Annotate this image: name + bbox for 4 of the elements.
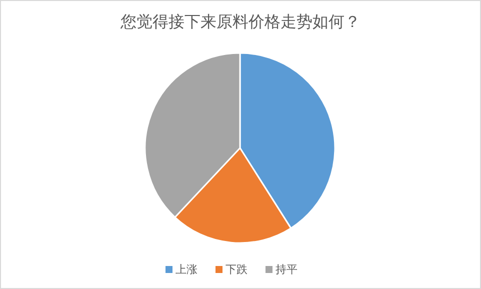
legend-label: 上涨	[176, 263, 198, 276]
chart-title: 您觉得接下来原料价格走势如何？	[120, 12, 360, 31]
legend-label: 下跌	[226, 263, 248, 276]
legend-label: 持平	[276, 263, 298, 276]
